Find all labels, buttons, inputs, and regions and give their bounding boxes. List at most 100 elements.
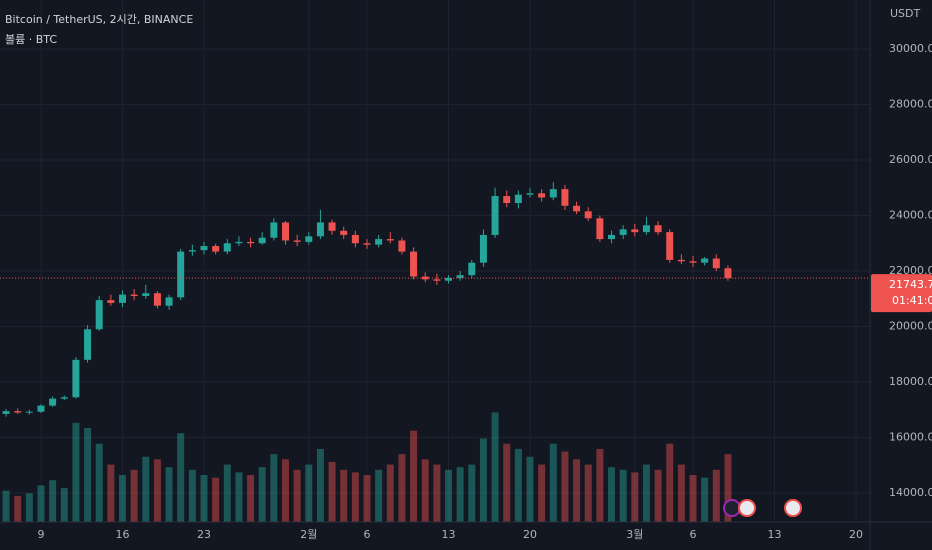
x-tick-label: 6 (690, 528, 697, 541)
candle-body (49, 398, 57, 406)
event-icons (723, 499, 802, 517)
x-tick-label: 3월 (626, 528, 643, 541)
volume-bar (212, 477, 220, 522)
volume-bar (596, 448, 604, 522)
volume-bar (724, 454, 732, 522)
candle-body (293, 240, 301, 242)
countdown-label: 01:41:06 (892, 294, 932, 307)
candle-body (165, 297, 173, 306)
y-tick-label: 20000.00 (889, 320, 932, 333)
volume-bar (584, 464, 592, 522)
volume-bar (235, 472, 243, 522)
volume-bar (153, 459, 161, 522)
x-tick-label: 23 (197, 528, 211, 541)
volume-bar (84, 428, 92, 522)
volume-bar (642, 464, 650, 522)
candle-body (619, 229, 627, 235)
candle-body (608, 234, 616, 240)
volume-bar (316, 448, 324, 522)
volume-label: 볼륨 · BTC (5, 33, 57, 46)
last-price-label: 21743.70 (889, 278, 932, 291)
y-tick-label: 26000.00 (889, 153, 932, 166)
volume-bar (573, 459, 581, 522)
candle-body (258, 237, 266, 244)
event-icon[interactable] (738, 499, 756, 517)
x-tick-label: 9 (37, 528, 44, 541)
volume-bar (247, 475, 255, 522)
volume-bar (701, 477, 709, 522)
candle-body (351, 234, 359, 244)
volume-bar (223, 464, 231, 522)
volume-bar (375, 469, 383, 522)
candle-body (316, 222, 324, 237)
volume-bar (165, 467, 173, 522)
volume-bar (433, 464, 441, 522)
x-tick-label: 13 (442, 528, 456, 541)
candle-body (153, 293, 161, 306)
candle-body (666, 232, 674, 260)
candle-body (363, 243, 371, 245)
volume-bar (666, 443, 674, 522)
candle-body (84, 329, 92, 360)
x-tick-label: 13 (768, 528, 782, 541)
volume-bar (49, 480, 57, 522)
volume-bar (258, 467, 266, 522)
candle-body (130, 294, 138, 296)
candle-layer (2, 182, 732, 417)
volume-bar (712, 469, 720, 522)
y-tick-label: 22000.00 (889, 264, 932, 277)
volume-bar (351, 472, 359, 522)
candle-body (677, 259, 685, 262)
candle-body (386, 239, 394, 241)
candle-body (410, 251, 418, 277)
candle-body (433, 279, 441, 281)
volume-bar (14, 495, 22, 522)
candle-body (631, 229, 639, 233)
volume-bar (188, 469, 196, 522)
candle-body (654, 225, 662, 233)
volume-bar (468, 464, 476, 522)
axis-layer: 14000.00 16000.00 18000.00 20000.00 22000.00… (0, 42, 932, 541)
volume-bar (142, 456, 150, 522)
y-tick-label: 14000.00 (889, 486, 932, 499)
volume-bar (37, 485, 45, 522)
candle-body (142, 293, 150, 296)
y-tick-label: 16000.00 (889, 431, 932, 444)
volume-bar (386, 464, 394, 522)
last-price-box (871, 274, 932, 313)
volume-bar (2, 490, 10, 522)
y-tick-label: 30000.00 (889, 42, 932, 55)
candle-body (118, 294, 126, 303)
candle-body (724, 268, 732, 279)
candle-body (421, 276, 429, 280)
candle-body (375, 239, 383, 245)
volume-bar (549, 443, 557, 522)
volume-layer (2, 412, 732, 522)
volume-bar (538, 464, 546, 522)
candle-body (340, 230, 348, 235)
volume-bar (608, 467, 616, 522)
volume-bar (293, 469, 301, 522)
candle-body (235, 241, 243, 244)
volume-bar (130, 469, 138, 522)
candle-body (479, 234, 487, 263)
volume-bar (654, 469, 662, 522)
event-icon[interactable] (723, 499, 741, 517)
candle-body (503, 196, 511, 204)
candle-body (270, 222, 278, 238)
volume-bar (491, 412, 499, 522)
volume-bar (25, 493, 33, 522)
candle-body (538, 193, 546, 198)
volume-bar (328, 461, 336, 522)
volume-bar (340, 469, 348, 522)
candle-body (573, 205, 581, 212)
candle-body (200, 246, 208, 251)
volume-bar (503, 443, 511, 522)
event-icon[interactable] (784, 499, 802, 517)
candle-body (107, 300, 115, 303)
candle-body (188, 250, 196, 252)
candle-body (468, 262, 476, 276)
candle-body (305, 236, 313, 242)
